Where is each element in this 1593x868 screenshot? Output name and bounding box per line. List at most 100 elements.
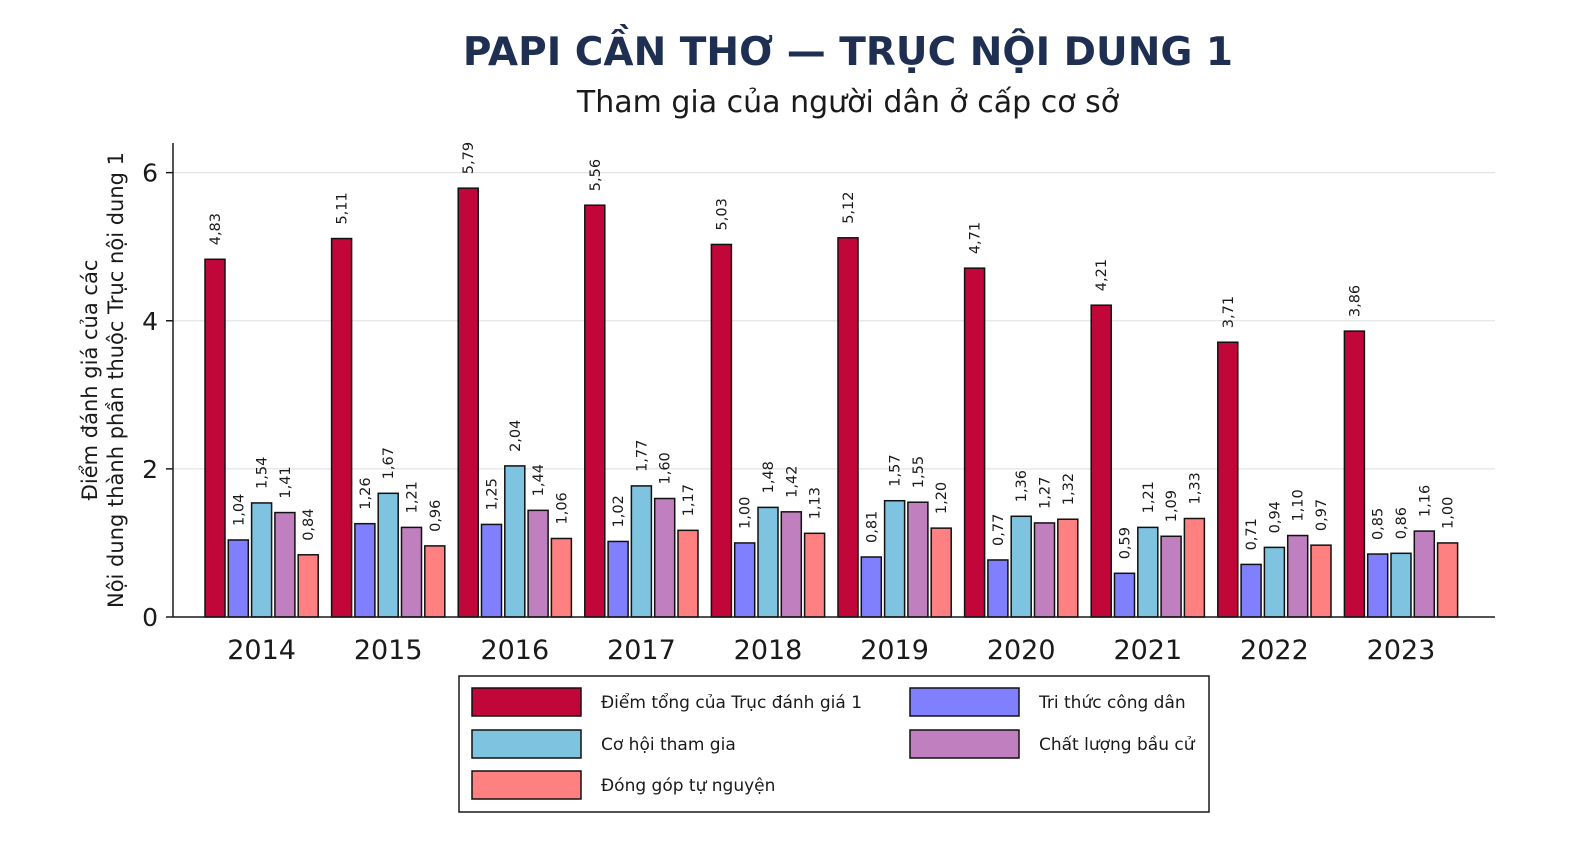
legend-box <box>458 675 1210 813</box>
bar <box>883 499 906 618</box>
data-label: 4,21 <box>1094 259 1110 291</box>
bar <box>653 497 676 618</box>
bar <box>1413 530 1436 618</box>
data-label: 1,10 <box>1291 489 1307 521</box>
bar <box>584 204 606 618</box>
bar <box>457 187 479 618</box>
gridlines <box>173 172 1495 470</box>
bar <box>1240 563 1262 618</box>
data-label: 0,96 <box>428 500 444 532</box>
bar <box>803 532 826 618</box>
data-label: 2,04 <box>508 420 524 452</box>
y-axis-title: Điểm đánh giá của các Nội dung thành phầ… <box>78 152 128 608</box>
data-label: 0,71 <box>1244 518 1260 550</box>
data-label: 5,12 <box>841 192 857 224</box>
bar <box>480 523 503 618</box>
bar <box>550 537 573 618</box>
legend-swatch <box>909 729 1020 759</box>
x-tick-label: 2017 <box>607 635 676 666</box>
data-label: 1,21 <box>405 481 421 513</box>
bar <box>757 506 779 618</box>
bar <box>1090 304 1112 618</box>
bar <box>330 237 353 618</box>
bar <box>963 267 986 618</box>
bar <box>1010 515 1032 618</box>
x-tick-label: 2015 <box>354 635 423 666</box>
data-label: 0,84 <box>301 508 317 540</box>
bar <box>1390 552 1412 618</box>
y-axis-title-line2: Nội dung thành phần thuộc Trục nội dung … <box>104 152 128 608</box>
chart-title: PAPI CẦN THƠ — TRỤC NỘI DUNG 1 <box>463 23 1233 75</box>
bar <box>1343 330 1366 618</box>
bar <box>504 465 526 618</box>
data-label: 1,25 <box>485 478 501 510</box>
data-label: 3,71 <box>1221 296 1237 328</box>
x-tick-label: 2022 <box>1240 635 1309 666</box>
data-label: 1,06 <box>554 492 570 524</box>
data-label: 1,00 <box>1441 497 1457 529</box>
x-tick-label: 2019 <box>860 635 929 666</box>
bar <box>630 485 653 618</box>
data-label: 0,81 <box>864 511 880 543</box>
data-label: 1,09 <box>1164 490 1180 522</box>
axes: 0 2 4 6 2014 2015 2016 2017 2018 2019 2020 2021 2022… <box>142 143 1495 666</box>
data-label: 5,79 <box>461 142 477 174</box>
bar <box>377 492 399 618</box>
bar <box>907 501 929 618</box>
data-label: 1,13 <box>808 487 824 519</box>
data-label: 4,83 <box>208 213 224 245</box>
data-label: 0,97 <box>1314 499 1330 531</box>
data-label: 5,03 <box>714 198 730 230</box>
data-label: 0,59 <box>1118 527 1134 559</box>
bar <box>607 540 629 618</box>
data-label: 5,56 <box>588 159 604 191</box>
y-tick-label: 6 <box>142 159 158 188</box>
x-tick-label: 2018 <box>734 635 803 666</box>
x-tick-label: 2023 <box>1367 635 1436 666</box>
bar <box>227 539 250 618</box>
data-label: 1,57 <box>888 454 904 486</box>
legend-swatch <box>471 770 582 800</box>
legend-label: Tri thức công dân <box>1038 693 1186 713</box>
data-label: 1,32 <box>1061 473 1077 505</box>
bar <box>710 243 733 618</box>
bars <box>204 187 1459 618</box>
data-label: 1,60 <box>658 452 674 484</box>
data-label: 1,42 <box>784 466 800 498</box>
bar <box>1160 535 1182 618</box>
bar <box>837 237 859 618</box>
y-tick-label: 2 <box>142 455 158 484</box>
bar <box>204 258 226 618</box>
data-label: 1,20 <box>934 482 950 514</box>
bar <box>733 542 756 618</box>
data-label: 1,55 <box>911 456 927 488</box>
data-label: 1,54 <box>255 457 271 489</box>
bar <box>527 509 549 618</box>
bar <box>1183 517 1206 618</box>
bar <box>860 556 883 618</box>
bar <box>1217 341 1239 618</box>
data-label: 1,41 <box>278 466 294 498</box>
data-label: 1,27 <box>1038 477 1054 509</box>
chart-subtitle: Tham gia của người dân ở cấp cơ sở <box>576 85 1120 120</box>
x-tick-label: 2021 <box>1113 635 1182 666</box>
data-label: 0,86 <box>1394 507 1410 539</box>
data-label: 5,11 <box>335 192 351 224</box>
data-labels: 4,83 1,04 1,54 1,41 0,84 5,11 1,26 1,67 1,21 0,96… <box>208 142 1457 559</box>
bar <box>1057 518 1079 618</box>
legend: Điểm tổng của Trục đánh giá 1 Tri thức cô… <box>458 675 1210 813</box>
data-label: 1,17 <box>681 484 697 516</box>
x-tick-label: 2016 <box>480 635 549 666</box>
legend-label: Cơ hội tham gia <box>601 735 736 755</box>
bar <box>780 511 803 618</box>
data-label: 0,94 <box>1267 501 1283 533</box>
data-label: 1,33 <box>1187 472 1203 504</box>
bar <box>1310 544 1332 618</box>
bar <box>400 526 423 618</box>
data-label: 1,48 <box>761 461 777 493</box>
data-label: 4,71 <box>968 222 984 254</box>
bar <box>354 522 376 618</box>
data-label: 0,85 <box>1371 508 1387 540</box>
bar <box>1436 542 1459 618</box>
data-label: 1,44 <box>531 464 547 496</box>
